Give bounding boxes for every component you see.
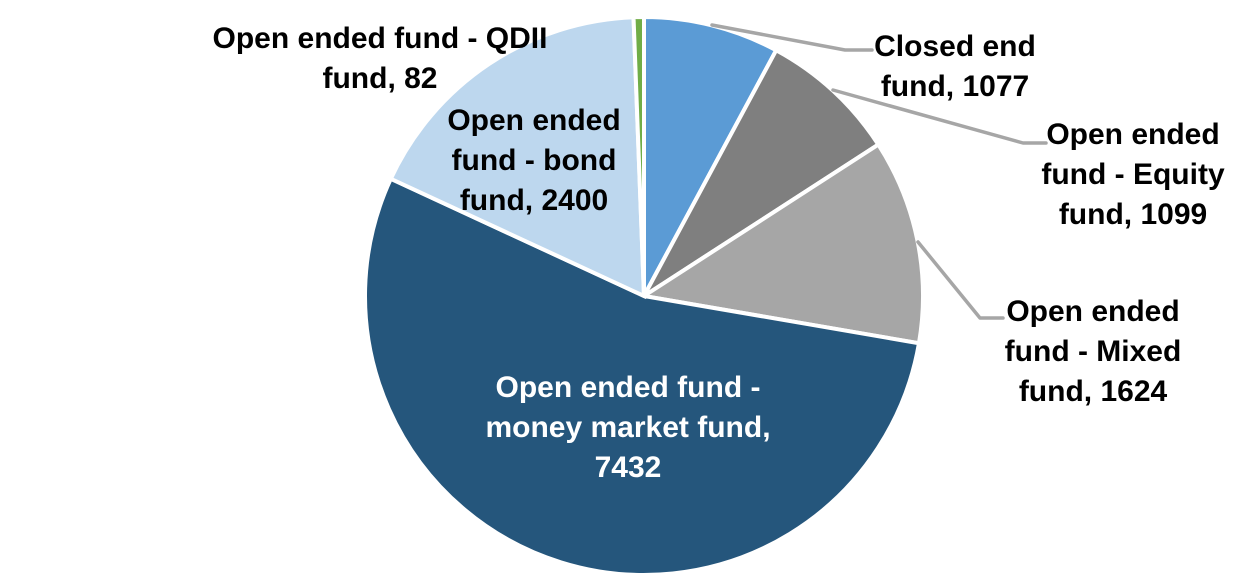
leader-lines-group bbox=[710, 23, 1048, 320]
label-open-ended-fund-equity: Open ended fund - Equity fund, 1099 bbox=[1041, 118, 1225, 231]
label-open-ended-fund-bond: Open ended fund - bond fund, 2400 bbox=[447, 104, 621, 217]
label-closed-end-fund: Closed end fund, 1077 bbox=[874, 30, 1036, 103]
pie-slice-open-ended-fund-bond-fund bbox=[388, 15, 647, 300]
label-open-ended-fund-money-market: Open ended fund - money market fund, 743… bbox=[485, 371, 771, 484]
leader-line-equity-fund bbox=[831, 88, 1048, 145]
label-open-ended-fund-qdii: Open ended fund - QDII fund, 82 bbox=[212, 22, 548, 95]
leader-line-closed-end-fund bbox=[710, 23, 874, 52]
pie-slice-open-ended-fund-money-market-fund bbox=[363, 176, 922, 577]
label-open-ended-fund-mixed: Open ended fund - Mixed fund, 1624 bbox=[1004, 295, 1182, 408]
leader-line-mixed-fund bbox=[916, 240, 1005, 320]
pie-slice-open-ended-fund-mixed-fund bbox=[638, 141, 925, 346]
pie-slice-open-ended-fund-qdii-fund bbox=[631, 14, 646, 297]
pie-slices-group bbox=[363, 14, 925, 577]
